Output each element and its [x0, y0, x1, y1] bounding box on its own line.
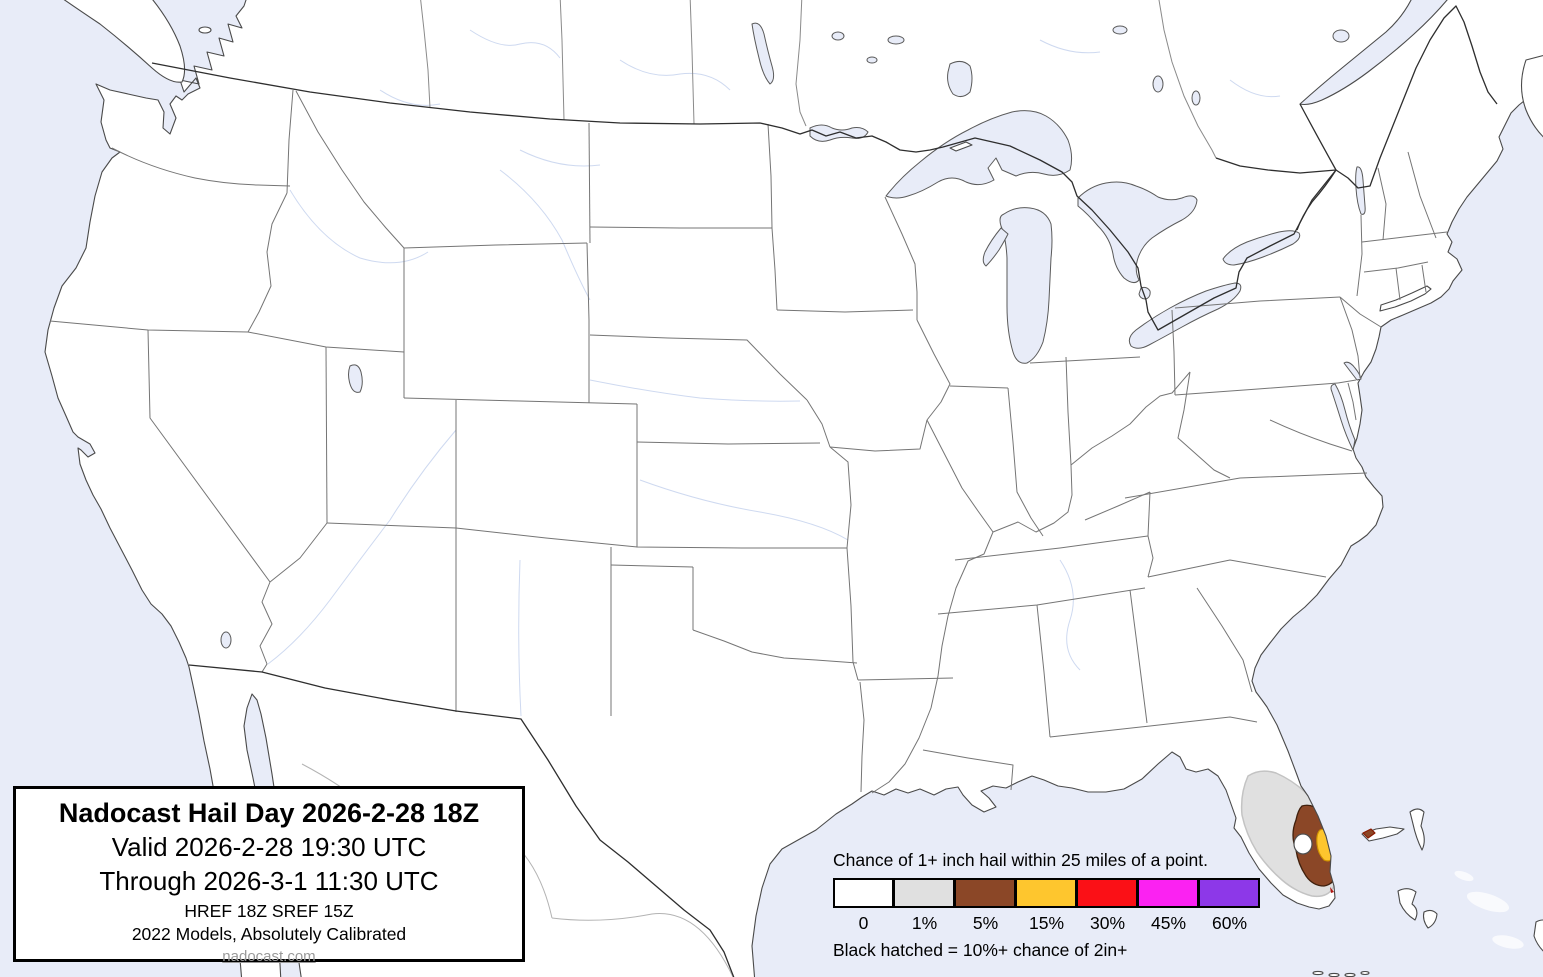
legend-swatch-1pct: [894, 878, 955, 908]
andros-island: [1397, 888, 1418, 921]
berry-island: [1422, 909, 1438, 929]
legend-hatched-note: Black hatched = 10%+ chance of 2in+: [833, 940, 1128, 960]
nadocast-site-link[interactable]: nadocast.com: [222, 948, 316, 965]
legend-label-45pct: 45%: [1150, 913, 1187, 933]
bahama-bank-1: [1466, 891, 1510, 913]
forecast-title: Nadocast Hail Day 2026-2-28 18Z: [58, 798, 480, 828]
green-bay: [982, 227, 1009, 267]
canada-lake-4: [1152, 75, 1164, 93]
forecast-valid-time: Valid 2026-2-28 19:30 UTC: [111, 832, 427, 862]
florida-keys-2: [1328, 972, 1340, 977]
lake-nipigon: [947, 60, 973, 98]
hail-region-5pct-grand-bahama: [1362, 828, 1376, 839]
forecast-title-box: Nadocast Hail Day 2026-2-28 18Z Valid 20…: [13, 786, 525, 965]
legend-labels: 0 1% 5% 15% 30% 45% 60%: [833, 913, 1260, 934]
legend-label-30pct: 30%: [1089, 913, 1126, 933]
legend-swatch-15pct: [1016, 878, 1077, 908]
florida-keys-1: [1312, 970, 1324, 976]
florida-keys-3: [1344, 972, 1356, 977]
gulf-of-mexico-and-atlantic: [751, 82, 1543, 977]
bahama-bank-2: [1492, 935, 1524, 949]
canada-lake-5: [1191, 90, 1201, 106]
us-canada-border: [151, 5, 1498, 331]
lake-ontario: [1222, 230, 1301, 266]
legend-label-0: 0: [858, 913, 869, 933]
canada-lake-2: [887, 35, 905, 45]
lake-champlain: [1355, 166, 1366, 215]
canada-province-borders: [420, 0, 1217, 159]
abaco-island: [1409, 808, 1425, 851]
forecast-calibration-note: 2022 Models, Absolutely Calibrated: [131, 924, 407, 944]
pacific-ocean: [0, 0, 247, 977]
florida-keys-4: [1360, 970, 1370, 976]
hail-probability-legend: Chance of 1+ inch hail within 25 miles o…: [833, 850, 1303, 961]
legend-swatch-5pct: [955, 878, 1016, 908]
canada-lake-7: [1112, 25, 1128, 35]
lake-st-clair: [1138, 286, 1151, 300]
salton-sea: [220, 631, 232, 649]
legend-label-1pct: 1%: [911, 913, 938, 933]
legend-swatch-45pct: [1138, 878, 1199, 908]
great-salt-lake: [348, 364, 363, 393]
canada-lake-6: [1332, 29, 1350, 43]
nova-scotia: [1520, 54, 1543, 138]
long-island: [1379, 285, 1432, 312]
lake-okeechobee: [1293, 833, 1313, 855]
lake-michigan: [999, 207, 1053, 364]
legend-label-15pct: 15%: [1028, 913, 1065, 933]
legend-swatch-60pct: [1199, 878, 1260, 908]
legend-label-60pct: 60%: [1211, 913, 1248, 933]
forecast-model-sources: HREF 18Z SREF 15Z: [184, 901, 354, 921]
hail-region-30pct-tick: [1330, 887, 1334, 893]
us-state-borders: [49, 89, 1448, 794]
canada-lake-1: [831, 31, 845, 41]
islands: [63, 0, 1543, 977]
us-mexico-border: [188, 664, 735, 977]
lake-huron: [1077, 181, 1198, 284]
gulf-islands: [198, 26, 212, 34]
isle-royale: [949, 141, 973, 152]
ottawa-river: [1215, 157, 1337, 174]
vancouver-island: [63, 0, 186, 83]
eleuthera-island: [1533, 919, 1543, 952]
forecast-through-time: Through 2026-3-1 11:30 UTC: [99, 866, 439, 896]
chesapeake-bay: [1330, 383, 1356, 451]
legend-title: Chance of 1+ inch hail within 25 miles o…: [833, 850, 1209, 870]
canada-lake-3: [866, 56, 878, 64]
st-lawrence-river: [1296, 103, 1337, 231]
lake-superior: [885, 110, 1073, 199]
lake-winnipeg: [751, 22, 775, 85]
st-lawrence-estuary: [1299, 0, 1448, 106]
lakes: [220, 22, 1366, 649]
international-borders: [151, 5, 1498, 977]
legend-color-bar: [833, 878, 1260, 908]
bahama-bank-3: [1454, 870, 1474, 882]
legend-label-5pct: 5%: [972, 913, 999, 933]
legend-swatch-30pct: [1077, 878, 1138, 908]
legend-swatch-0: [833, 878, 894, 908]
rivers: [267, 29, 1281, 717]
